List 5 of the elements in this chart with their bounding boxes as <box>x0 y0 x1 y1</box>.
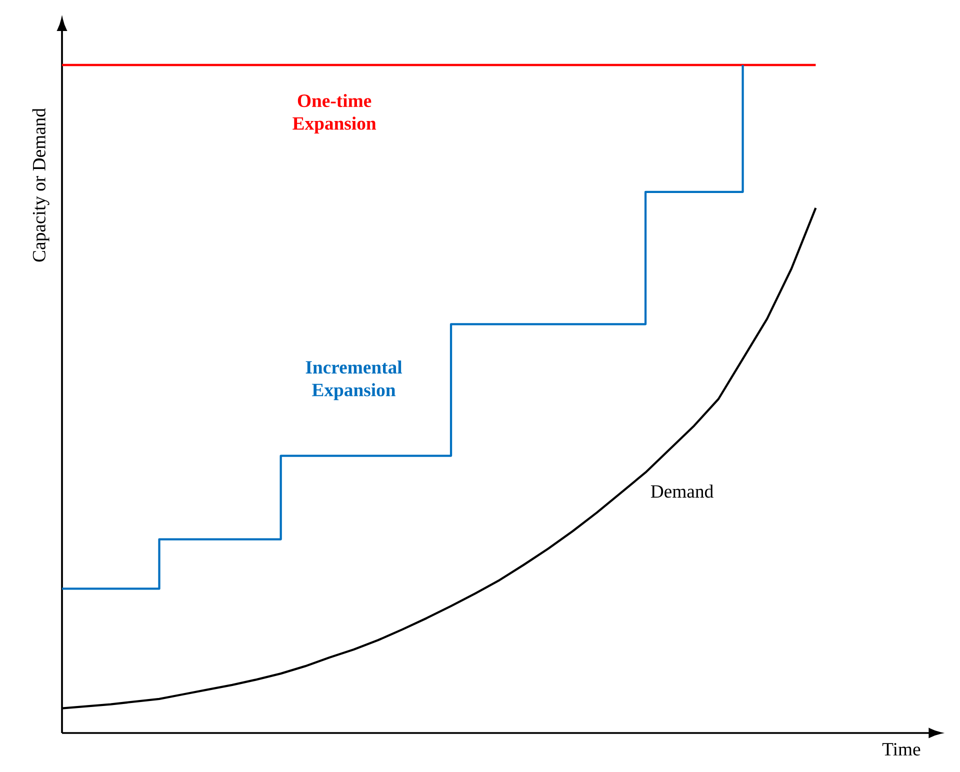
series-label: One-time Expansion <box>292 94 376 134</box>
text: Incremental Expansion <box>306 360 402 400</box>
series-label: Demand <box>650 484 714 498</box>
x-axis-title: Time <box>882 743 920 756</box>
y-axis-title: Capacity or Demand <box>32 108 50 262</box>
